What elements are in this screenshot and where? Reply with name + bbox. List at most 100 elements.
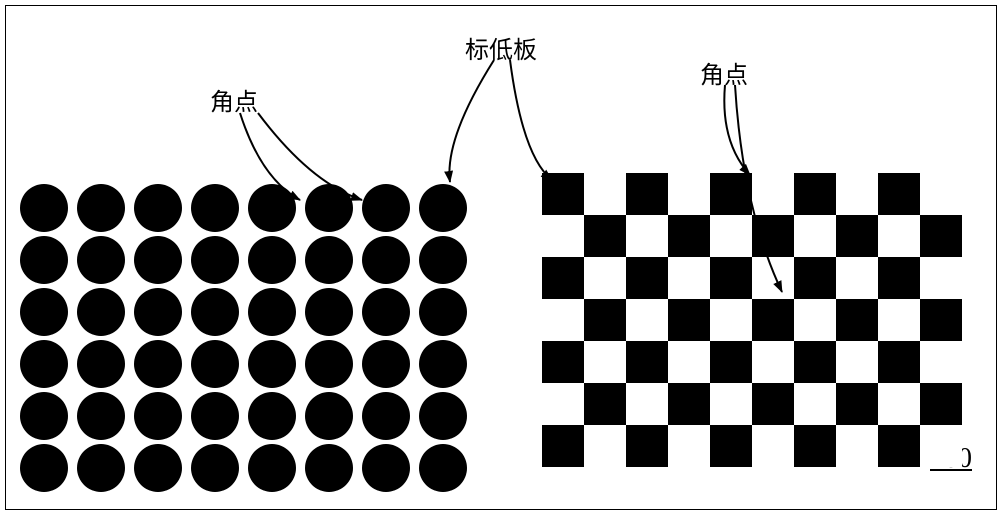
checker-cell xyxy=(752,425,794,467)
calibration-dot xyxy=(305,340,353,388)
checker-cell xyxy=(542,215,584,257)
checker-cell xyxy=(920,425,962,467)
checker-cell xyxy=(836,215,878,257)
calibration-dot xyxy=(77,444,125,492)
checker-cell xyxy=(794,173,836,215)
checker-cell xyxy=(878,215,920,257)
calibration-dot xyxy=(77,184,125,232)
calibration-dot xyxy=(77,236,125,284)
checker-cell xyxy=(794,299,836,341)
checker-cell xyxy=(584,257,626,299)
checker-cell xyxy=(920,341,962,383)
checker-cell xyxy=(668,215,710,257)
checker-cell xyxy=(878,341,920,383)
checker-cell xyxy=(668,341,710,383)
checker-cell xyxy=(878,173,920,215)
checker-cell xyxy=(920,383,962,425)
checker-cell xyxy=(626,383,668,425)
calibration-dot xyxy=(305,236,353,284)
calibration-dot xyxy=(248,340,296,388)
checker-cell xyxy=(752,215,794,257)
checker-cell xyxy=(836,299,878,341)
checker-cell xyxy=(542,257,584,299)
checker-cell xyxy=(626,425,668,467)
calibration-dot xyxy=(362,288,410,336)
checker-cell xyxy=(878,257,920,299)
calibration-dot xyxy=(191,288,239,336)
calibration-dot xyxy=(362,444,410,492)
checker-cell xyxy=(920,257,962,299)
calibration-dot xyxy=(419,444,467,492)
calibration-dot xyxy=(134,392,182,440)
calibration-dot xyxy=(362,236,410,284)
calibration-dot xyxy=(191,444,239,492)
checker-cell xyxy=(710,383,752,425)
checker-cell xyxy=(836,425,878,467)
calibration-dot xyxy=(362,184,410,232)
checker-cell xyxy=(668,173,710,215)
checker-cell xyxy=(710,299,752,341)
checker-cell xyxy=(542,383,584,425)
calibration-dot xyxy=(77,392,125,440)
checker-cell xyxy=(794,257,836,299)
checker-cell xyxy=(668,299,710,341)
checker-cell xyxy=(584,215,626,257)
calibration-dot xyxy=(419,236,467,284)
calibration-dot xyxy=(20,444,68,492)
checker-cell xyxy=(752,257,794,299)
calibration-dot xyxy=(248,392,296,440)
calibration-dot xyxy=(191,236,239,284)
calibration-dot xyxy=(20,392,68,440)
calibration-dot xyxy=(20,236,68,284)
checker-cell xyxy=(794,425,836,467)
checker-cell xyxy=(878,425,920,467)
checker-cell xyxy=(668,257,710,299)
checker-cell xyxy=(668,425,710,467)
checker-cell xyxy=(626,215,668,257)
checker-cell xyxy=(920,173,962,215)
dot-calibration-board xyxy=(15,182,471,494)
calibration-dot xyxy=(134,340,182,388)
checker-cell xyxy=(710,341,752,383)
calibration-dot xyxy=(248,236,296,284)
checker-cell xyxy=(878,299,920,341)
calibration-dot xyxy=(248,184,296,232)
checker-cell xyxy=(668,383,710,425)
checker-cell xyxy=(626,299,668,341)
checker-cell xyxy=(710,215,752,257)
checker-cell xyxy=(752,173,794,215)
calibration-dot xyxy=(134,236,182,284)
calibration-dot xyxy=(419,392,467,440)
calibration-dot xyxy=(362,340,410,388)
checker-cell xyxy=(584,173,626,215)
checker-cell xyxy=(920,215,962,257)
calibration-dot xyxy=(305,392,353,440)
calibration-dot xyxy=(419,340,467,388)
checker-cell xyxy=(752,341,794,383)
checker-cell xyxy=(752,299,794,341)
calibration-dot xyxy=(248,288,296,336)
checker-cell xyxy=(584,383,626,425)
calibration-dot xyxy=(248,444,296,492)
checker-cell xyxy=(836,173,878,215)
calibration-dot xyxy=(305,444,353,492)
checker-cell xyxy=(584,425,626,467)
checker-cell xyxy=(836,383,878,425)
checker-cell xyxy=(920,299,962,341)
calibration-dot xyxy=(419,288,467,336)
calibration-dot xyxy=(77,340,125,388)
calibration-dot xyxy=(20,288,68,336)
checker-cell xyxy=(542,173,584,215)
calibration-dot xyxy=(362,392,410,440)
label-calibration-board: 标低板 xyxy=(465,30,537,65)
calibration-dot xyxy=(134,288,182,336)
checker-cell xyxy=(626,257,668,299)
checker-cell xyxy=(626,341,668,383)
checker-cell xyxy=(626,173,668,215)
checker-cell xyxy=(752,383,794,425)
calibration-dot xyxy=(305,184,353,232)
checker-calibration-board xyxy=(542,173,962,467)
checker-cell xyxy=(794,215,836,257)
calibration-dot xyxy=(191,340,239,388)
calibration-dot xyxy=(419,184,467,232)
